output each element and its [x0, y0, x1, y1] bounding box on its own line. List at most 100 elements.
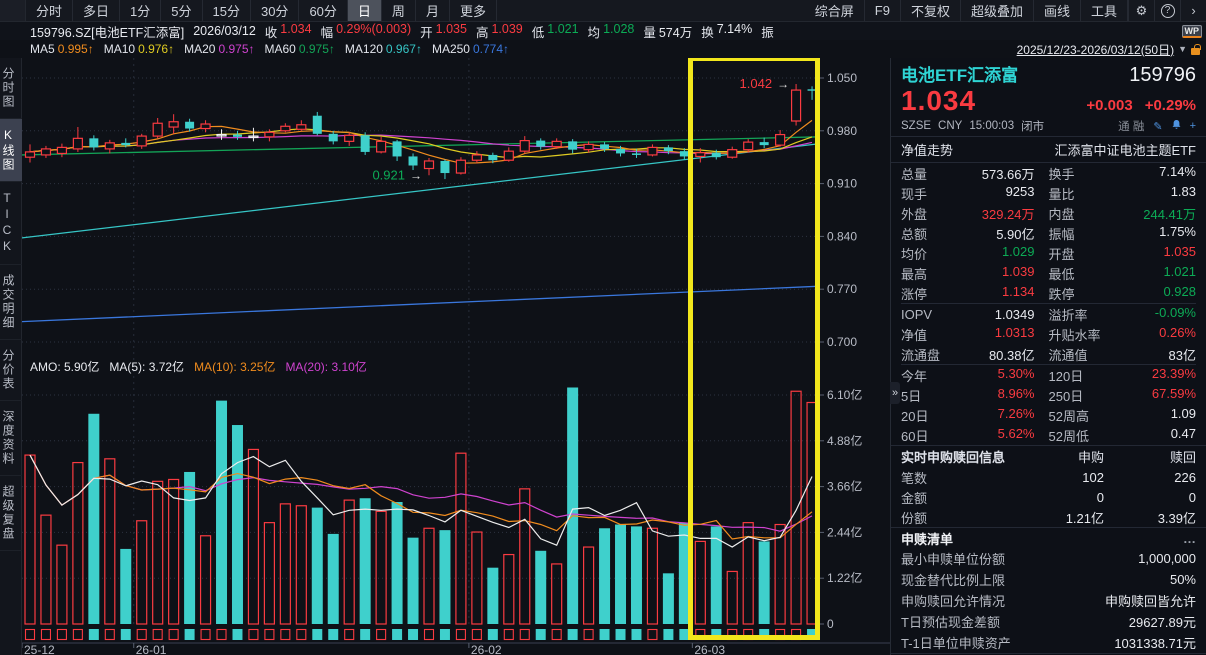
candle[interactable] [727, 146, 738, 159]
candle[interactable] [40, 145, 52, 158]
candle[interactable] [56, 143, 68, 158]
candle[interactable] [455, 157, 467, 175]
period-tab[interactable]: 1分 [120, 0, 162, 21]
candle[interactable] [471, 151, 482, 164]
candle[interactable] [360, 132, 370, 155]
candle[interactable] [392, 139, 402, 161]
candle[interactable] [280, 123, 291, 133]
period-tab[interactable]: 5分 [161, 0, 203, 21]
cell-label: 量比 [1048, 186, 1075, 202]
price-chart[interactable]: 1.050 0.980 0.910 0.840 0.770 0.700 0.921 → 1.04… [22, 58, 890, 358]
add-watchlist-icon[interactable]: + [1189, 120, 1196, 132]
sidebar-item[interactable]: 分价表 [0, 340, 22, 401]
period-tab[interactable]: 月 [416, 0, 450, 21]
period-tab[interactable]: 60分 [299, 0, 348, 21]
panel-expander-icon[interactable]: » [890, 382, 900, 404]
quote-cell: 量比 1.83 [1049, 184, 1197, 203]
nav-trend-link[interactable]: 净值走势 [901, 143, 954, 158]
candle[interactable] [503, 147, 514, 162]
candle[interactable] [790, 84, 802, 126]
period-tab[interactable]: 更多 [450, 0, 497, 21]
mini-candle [663, 629, 674, 640]
candle[interactable] [168, 114, 179, 134]
mini-candle [24, 628, 36, 641]
sidebar-item[interactable]: K线图 [0, 119, 22, 182]
date-range-control[interactable]: 2025/12/23-2026/03/12(50日) ▼ [1017, 41, 1200, 58]
candle[interactable] [72, 127, 83, 152]
candle[interactable] [232, 130, 242, 140]
candle[interactable] [376, 136, 387, 154]
candle[interactable] [24, 144, 36, 163]
toolbar-tool[interactable]: 画线 [1034, 0, 1081, 21]
sidebar-item[interactable]: TICK [0, 182, 22, 265]
candle[interactable] [121, 138, 131, 148]
period-tab[interactable]: 周 [382, 0, 416, 21]
candle[interactable] [775, 130, 786, 147]
candle[interactable] [152, 117, 163, 139]
volume-chart[interactable]: 6.10亿 4.88亿 3.66亿 2.44亿 1.22亿 0 25-12 26-01 26-0… [22, 358, 890, 655]
candle[interactable] [647, 144, 658, 157]
candle[interactable] [296, 120, 307, 131]
candle[interactable] [663, 145, 673, 155]
period-tab[interactable]: 15分 [203, 0, 251, 21]
period-tab[interactable]: 30分 [251, 0, 300, 21]
period-tab[interactable]: 日 [347, 0, 382, 21]
settings-gear-icon[interactable]: ⚙ [1128, 0, 1154, 21]
toolbar-tool[interactable]: F9 [865, 0, 901, 21]
sidebar-item[interactable]: 成交明细 [0, 265, 22, 340]
period-tab[interactable]: 多日 [73, 0, 121, 21]
candle[interactable] [743, 139, 754, 153]
cell-value: 1.09 [1170, 405, 1196, 421]
lock-icon[interactable] [1191, 47, 1200, 55]
period-tab[interactable]: 分时 [26, 0, 74, 21]
candle[interactable] [488, 152, 498, 164]
toolbar-tool[interactable]: 工具 [1081, 0, 1128, 21]
candle[interactable] [328, 130, 338, 145]
candle[interactable] [89, 135, 99, 151]
wp-badge-icon[interactable]: WP [1181, 24, 1202, 38]
sidebar-item[interactable]: 深度资料 [0, 401, 22, 476]
toolbar-tool[interactable]: 综合屏 [805, 0, 865, 21]
dropdown-caret-icon[interactable]: ▼ [1178, 44, 1187, 54]
toolbar-tool[interactable]: 超级叠加 [961, 0, 1034, 21]
sidebar-item[interactable]: 分时图 [0, 58, 22, 119]
candle[interactable] [600, 142, 610, 152]
date-range-label[interactable]: 2025/12/23-2026/03/12(50日) [1016, 42, 1175, 57]
candle[interactable] [695, 148, 706, 163]
help-icon[interactable]: ? [1154, 0, 1180, 21]
candle[interactable] [185, 118, 195, 132]
candle[interactable] [200, 120, 211, 133]
candle[interactable] [583, 141, 594, 153]
candle[interactable] [136, 133, 147, 149]
alert-bell-icon[interactable] [1172, 119, 1181, 133]
edit-pencil-icon[interactable]: ✎ [1153, 120, 1163, 133]
app-corner-cell [0, 0, 26, 21]
candle[interactable] [551, 138, 562, 149]
candle[interactable] [616, 145, 626, 157]
candle[interactable] [807, 86, 817, 100]
candle[interactable] [536, 138, 546, 150]
toolbar-tool[interactable]: 不复权 [901, 0, 961, 21]
candle[interactable] [759, 137, 769, 149]
candle[interactable] [312, 111, 322, 136]
chevron-right-icon[interactable]: › [1180, 0, 1206, 21]
candle[interactable] [104, 139, 115, 154]
volume-bar [327, 533, 339, 624]
candle[interactable] [423, 157, 435, 176]
redeem-list-title: 申赎清单 [901, 531, 954, 547]
sidebar-item[interactable]: 超级复盘 [0, 476, 22, 551]
candle[interactable] [568, 139, 578, 154]
candle[interactable] [264, 129, 275, 142]
volume-bar [439, 530, 451, 624]
candle[interactable] [248, 127, 259, 142]
candle[interactable] [711, 149, 721, 160]
candle[interactable] [216, 129, 227, 140]
candle[interactable] [679, 148, 689, 160]
cell-value: 1.0313 [994, 324, 1035, 340]
candle[interactable] [519, 136, 530, 154]
candle[interactable] [408, 153, 418, 171]
more-ellipsis-icon[interactable]: … [1183, 530, 1196, 546]
candle[interactable] [631, 148, 641, 158]
candle[interactable] [344, 132, 355, 146]
candle[interactable] [440, 159, 450, 180]
